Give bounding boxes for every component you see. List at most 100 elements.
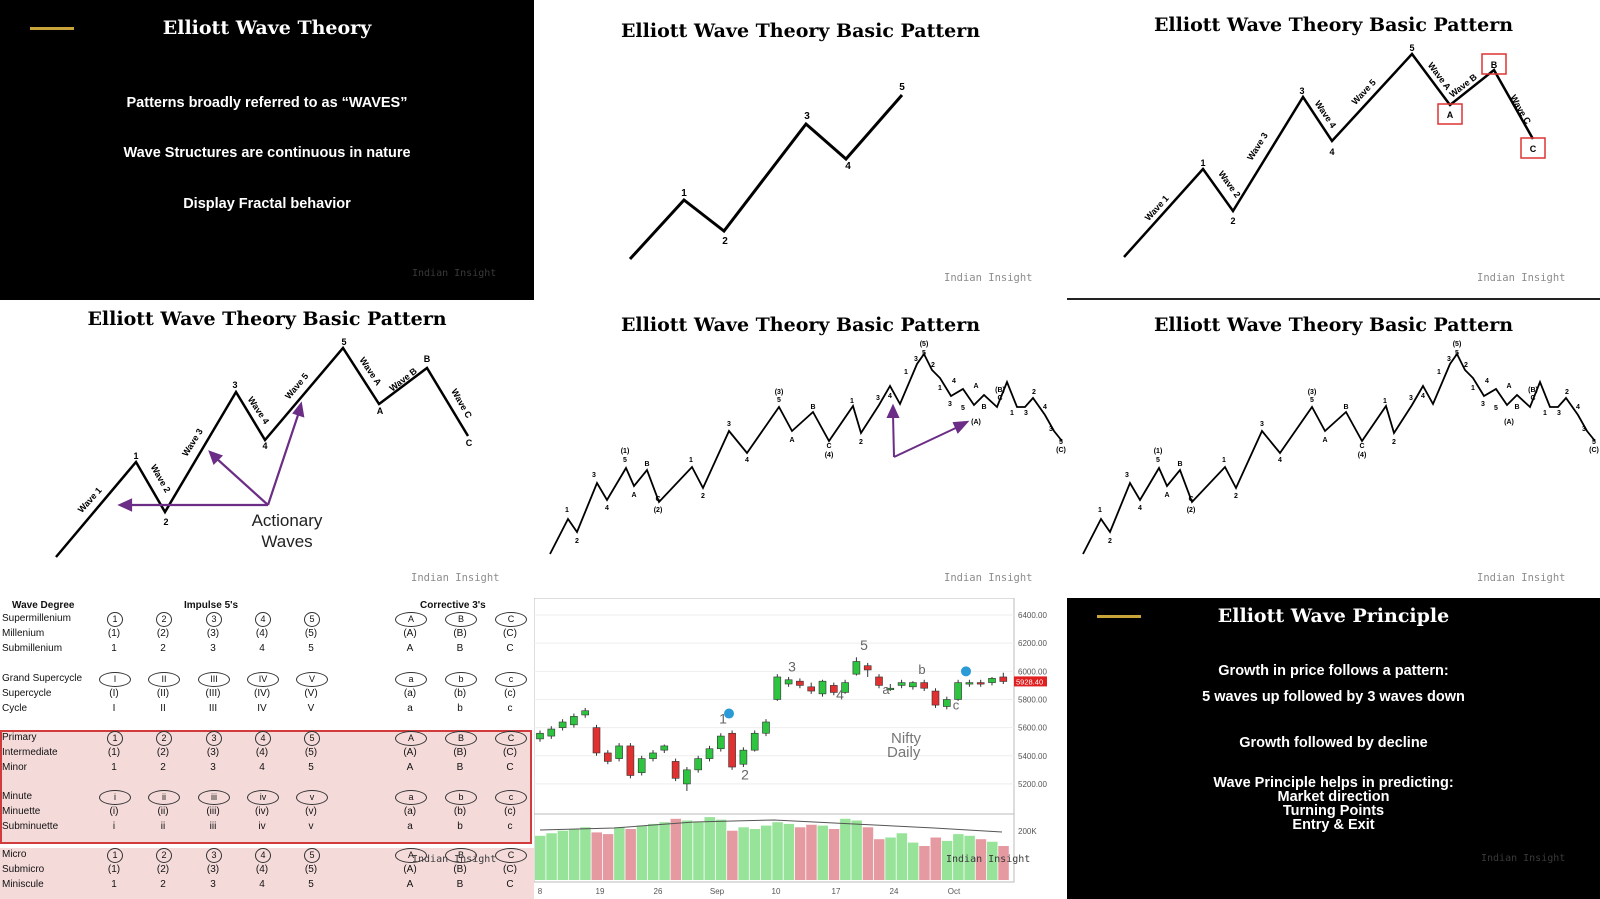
corrective-mark: (a)	[403, 688, 417, 699]
svg-text:2: 2	[1234, 493, 1238, 500]
svg-text:2: 2	[1032, 389, 1036, 396]
price-tick-label: 5600.00	[1018, 724, 1047, 733]
svg-text:5: 5	[1156, 457, 1160, 464]
svg-text:C: C	[1359, 443, 1364, 450]
impulse-mark-circled: iv	[247, 790, 279, 805]
corrective-mark: (b)	[453, 806, 467, 817]
impulse-mark-circled: 2	[156, 848, 172, 863]
volume-bar	[535, 835, 546, 880]
svg-text:2: 2	[1108, 538, 1112, 545]
candle-body	[649, 752, 657, 759]
candle-body	[660, 745, 669, 751]
svg-text:B: B	[810, 404, 815, 411]
corrective-mark: (C)	[503, 628, 517, 639]
volume-bar	[964, 835, 975, 880]
corrective-mark: B	[456, 762, 464, 773]
wave-name-label: Wave 5	[1350, 77, 1378, 106]
candle-body	[694, 758, 702, 771]
corrective-mark: (B)	[453, 747, 467, 758]
svg-text:C: C	[997, 395, 1002, 402]
watermark: Indian Insight	[1477, 272, 1566, 284]
wave-count-label: a	[882, 682, 890, 697]
corrective-mark-circled: a	[395, 790, 427, 805]
volume-bar	[772, 822, 783, 880]
impulse-mark: i	[112, 821, 116, 832]
svg-text:1: 1	[1098, 507, 1102, 514]
impulse-mark: 2	[160, 643, 166, 654]
volume-bar	[557, 830, 569, 880]
candle-body	[942, 699, 951, 707]
impulse-mark: 5	[308, 643, 314, 654]
degree-name: Minuette	[2, 806, 41, 817]
degree-name: Submillenium	[2, 643, 63, 654]
date-tick-label: 10	[772, 887, 781, 896]
impulse-mark-circled: 3	[206, 612, 222, 627]
wave-point-label: 5	[341, 337, 346, 347]
panel-elliott-wave-principle: Elliott Wave Principle Growth in price f…	[1067, 598, 1600, 899]
price-tick-label: 6200.00	[1018, 639, 1047, 648]
impulse-mark: (2)	[156, 864, 170, 875]
svg-text:5: 5	[623, 457, 627, 464]
wave-count-label: 1	[719, 710, 727, 726]
svg-text:A: A	[1506, 383, 1511, 390]
svg-text:B: B	[981, 404, 986, 411]
wave-name-label: Wave 1	[76, 485, 104, 514]
wave-point-label: 5	[1409, 43, 1414, 53]
chart-subtitle: Daily	[887, 744, 921, 761]
impulse-mark: (5)	[304, 628, 318, 639]
corrective-mark: (b)	[453, 688, 467, 699]
wave-count-label: c	[953, 697, 960, 712]
candle-body	[999, 676, 1008, 682]
svg-text:1: 1	[1383, 398, 1387, 405]
svg-text:5: 5	[1455, 350, 1459, 357]
volume-bar	[896, 833, 908, 880]
candle-body	[637, 758, 646, 773]
svg-text:A: A	[1322, 437, 1327, 444]
svg-text:4: 4	[745, 457, 749, 464]
corrective-mark: c	[507, 821, 513, 832]
candle-body	[762, 721, 770, 734]
panel-nifty-chart: 6400.00 6200.00 6000.00 5800.00 5600.00 5400.…	[534, 598, 1067, 899]
volume-bar	[919, 846, 930, 880]
principle-line: Entry & Exit	[1292, 817, 1375, 833]
impulse-mark: 1	[111, 643, 117, 654]
impulse-mark: (V)	[304, 688, 318, 699]
impulse-mark: iii	[209, 821, 217, 832]
svg-text:(5): (5)	[1453, 341, 1462, 348]
last-price-tag	[1014, 676, 1047, 687]
impulse-mark-circled: 4	[255, 612, 271, 627]
date-tick-label: 8	[538, 887, 543, 896]
impulse-mark: (3)	[206, 628, 220, 639]
candle-body	[728, 732, 736, 768]
impulse-mark-circled: II	[148, 672, 180, 687]
candle-body	[581, 710, 590, 716]
svg-text:1: 1	[1471, 385, 1475, 392]
impulse-mark-circled: IV	[247, 672, 279, 687]
wave-count-label: 5	[860, 637, 868, 653]
date-tick-label: 26	[654, 887, 663, 896]
degree-name: Miniscule	[2, 879, 44, 890]
corrective-mark: (A)	[403, 864, 417, 875]
wave-count-label: 4	[836, 686, 844, 702]
impulse-mark-circled: I	[99, 672, 131, 687]
volume-bar	[568, 829, 580, 880]
principle-line: Wave Principle helps in predicting:	[1213, 775, 1454, 791]
impulse-mark-circled: 1	[107, 731, 123, 746]
candle-body	[841, 682, 849, 693]
wave-name-label: Wave 5	[283, 371, 310, 401]
degree-name: Micro	[2, 849, 27, 860]
svg-text:5: 5	[922, 350, 926, 357]
svg-text:3: 3	[592, 472, 596, 479]
wave-point-label: 4	[262, 441, 267, 451]
candle-body	[909, 682, 917, 688]
impulse-mark: 1	[111, 879, 117, 890]
nifty-candlestick-chart: 6400.00 6200.00 6000.00 5800.00 5600.00 5400.…	[534, 598, 1047, 896]
impulse-mark-circled: i	[99, 790, 131, 805]
table-header: Impulse 5's	[184, 600, 239, 611]
corrective-mark-circled: c	[495, 790, 527, 805]
impulse-mark: (1)	[107, 864, 121, 875]
candle-body	[739, 749, 748, 765]
last-price-label: 5928.40	[1016, 677, 1043, 686]
wave-name-label: Wave A	[357, 355, 383, 387]
